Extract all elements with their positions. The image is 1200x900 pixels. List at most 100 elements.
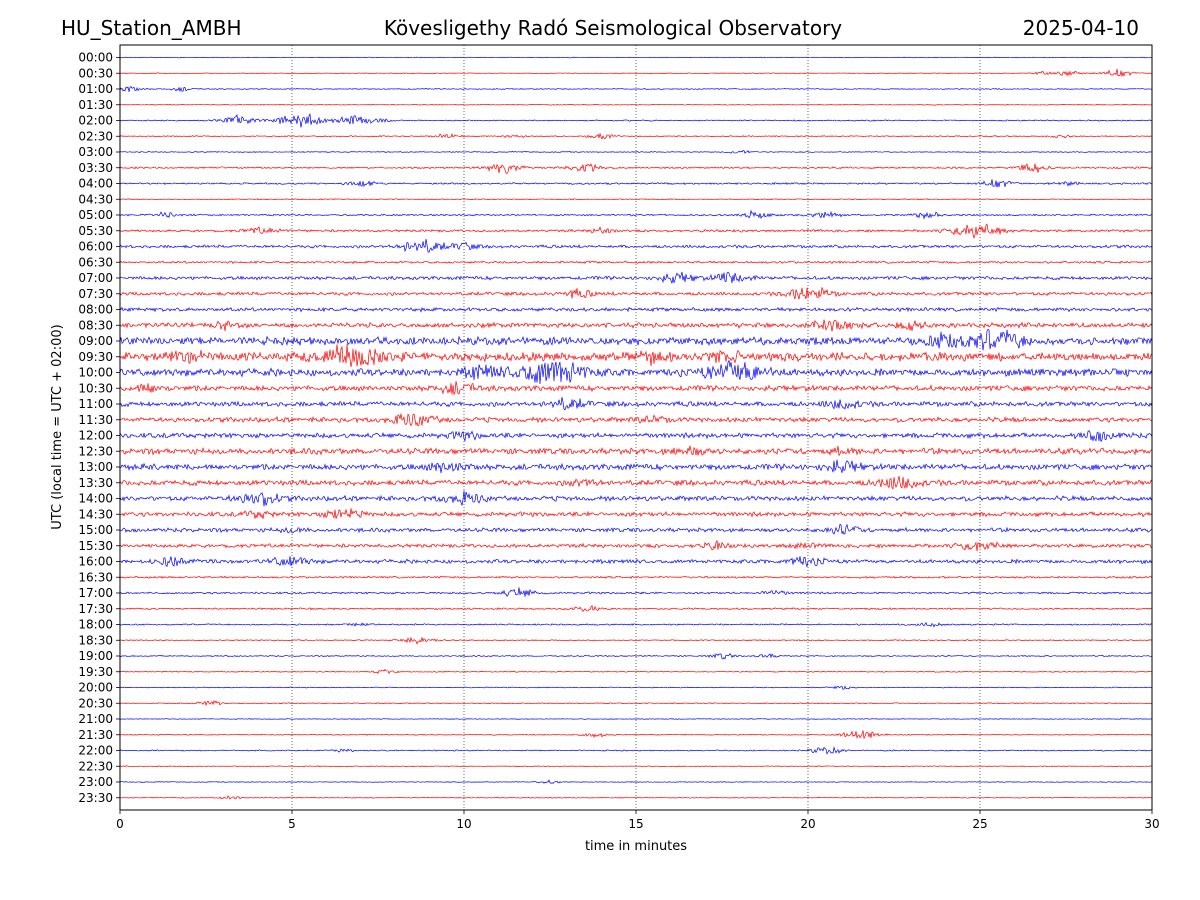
y-tick-label-0500: 05:00 xyxy=(78,208,113,222)
y-tick-label-0200: 02:00 xyxy=(78,114,113,128)
y-tick-label-1330: 13:30 xyxy=(78,476,113,490)
y-tick-label-1700: 17:00 xyxy=(78,586,113,600)
trace-2230 xyxy=(119,765,1153,768)
trace-1030 xyxy=(119,381,1153,396)
trace-1430 xyxy=(119,508,1153,519)
trace-1630 xyxy=(119,575,1153,579)
vertical-grid xyxy=(291,45,981,810)
trace-1800 xyxy=(119,621,1153,628)
y-tick-label-0730: 07:30 xyxy=(78,287,113,301)
x-tick-label-20: 20 xyxy=(800,817,815,831)
y-tick-label-0130: 01:30 xyxy=(78,98,113,112)
y-tick-label-0830: 08:30 xyxy=(78,318,113,332)
y-tick-label-1930: 19:30 xyxy=(78,665,113,679)
trace-1730 xyxy=(119,605,1153,613)
trace-0530 xyxy=(119,223,1153,240)
y-tick-label-1430: 14:30 xyxy=(78,507,113,521)
trace-0100 xyxy=(119,85,1153,93)
trace-0830 xyxy=(119,319,1153,332)
y-tick-label-2200: 22:00 xyxy=(78,744,113,758)
trace-1930 xyxy=(119,668,1153,675)
y-tick-label-2230: 22:30 xyxy=(78,759,113,773)
y-tick-label-1200: 12:00 xyxy=(78,429,113,443)
y-tick-label-1500: 15:00 xyxy=(78,523,113,537)
station-title: HU_Station_AMBH xyxy=(61,16,241,40)
date-title: 2025-04-10 xyxy=(1023,16,1139,40)
trace-1300 xyxy=(119,459,1153,474)
seismic-traces xyxy=(119,56,1153,800)
trace-1700 xyxy=(119,587,1153,597)
plot-frame xyxy=(119,44,1153,811)
observatory-title: Kövesligethy Radó Seismological Observat… xyxy=(384,16,842,40)
y-tick-label-1400: 14:00 xyxy=(78,492,113,506)
trace-1130 xyxy=(119,413,1153,427)
trace-2330 xyxy=(119,795,1153,800)
trace-1330 xyxy=(119,475,1153,490)
trace-2300 xyxy=(119,779,1153,784)
y-tick-label-1130: 11:30 xyxy=(78,413,113,427)
y-tick-label-0330: 03:30 xyxy=(78,161,113,175)
trace-1600 xyxy=(119,556,1153,568)
y-tick-label-1000: 10:00 xyxy=(78,366,113,380)
y-tick-label-1100: 11:00 xyxy=(78,397,113,411)
y-tick-label-2330: 23:30 xyxy=(78,791,113,805)
y-tick-label-1030: 10:30 xyxy=(78,381,113,395)
trace-1200 xyxy=(119,430,1153,443)
x-tick-label-25: 25 xyxy=(972,817,987,831)
y-tick-label-1730: 17:30 xyxy=(78,602,113,616)
trace-0030 xyxy=(119,68,1153,78)
x-tick-label-5: 5 xyxy=(288,817,296,831)
y-tick-label-0230: 02:30 xyxy=(78,129,113,143)
y-tick-label-0000: 00:00 xyxy=(78,51,113,65)
y-tick-label-1600: 16:00 xyxy=(78,555,113,569)
y-axis-label: UTC (local time = UTC + 02:00) xyxy=(50,324,65,529)
trace-1500 xyxy=(119,523,1153,535)
trace-0630 xyxy=(119,260,1153,265)
trace-0330 xyxy=(119,163,1153,175)
y-tick-label-0400: 04:00 xyxy=(78,177,113,191)
trace-1000 xyxy=(119,359,1153,385)
trace-0230 xyxy=(119,132,1153,140)
trace-0000 xyxy=(119,56,1153,59)
trace-0900 xyxy=(119,328,1153,351)
y-tick-label-2000: 20:00 xyxy=(78,681,113,695)
y-tick-label-2030: 20:30 xyxy=(78,696,113,710)
trace-1530 xyxy=(119,539,1153,552)
trace-0730 xyxy=(119,286,1153,300)
trace-2130 xyxy=(119,730,1153,740)
x-tick-label-0: 0 xyxy=(116,817,124,831)
trace-0300 xyxy=(119,150,1153,154)
y-tick-label-1800: 18:00 xyxy=(78,618,113,632)
y-tick-label-2130: 21:30 xyxy=(78,728,113,742)
y-tick-label-1630: 16:30 xyxy=(78,570,113,584)
y-tick-label-1900: 19:00 xyxy=(78,649,113,663)
y-tick-label-0900: 09:00 xyxy=(78,334,113,348)
trace-0130 xyxy=(119,103,1153,106)
y-tick-label-0030: 00:30 xyxy=(78,66,113,80)
y-tick-label-0530: 05:30 xyxy=(78,224,113,238)
trace-2200 xyxy=(119,746,1153,755)
trace-0930 xyxy=(119,344,1153,367)
y-tick-label-0430: 04:30 xyxy=(78,192,113,206)
trace-0800 xyxy=(119,306,1153,313)
x-axis-label: time in minutes xyxy=(585,839,687,854)
trace-0500 xyxy=(119,209,1153,220)
trace-1230 xyxy=(119,445,1153,457)
trace-0600 xyxy=(119,239,1153,253)
x-ticks: 0 5 10 15 20 25 30 xyxy=(116,810,1160,831)
x-tick-label-15: 15 xyxy=(628,817,643,831)
trace-2100 xyxy=(119,718,1153,720)
y-tick-label-1830: 18:30 xyxy=(78,633,113,647)
trace-0200 xyxy=(119,112,1153,128)
x-tick-label-30: 30 xyxy=(1144,817,1159,831)
trace-0430 xyxy=(119,198,1153,201)
y-tick-label-1300: 13:00 xyxy=(78,460,113,474)
trace-1400 xyxy=(119,490,1153,507)
trace-1830 xyxy=(119,636,1153,645)
y-tick-label-1230: 12:30 xyxy=(78,444,113,458)
trace-1100 xyxy=(119,397,1153,411)
trace-2030 xyxy=(119,700,1153,707)
trace-2000 xyxy=(119,685,1153,690)
trace-0700 xyxy=(119,271,1153,284)
